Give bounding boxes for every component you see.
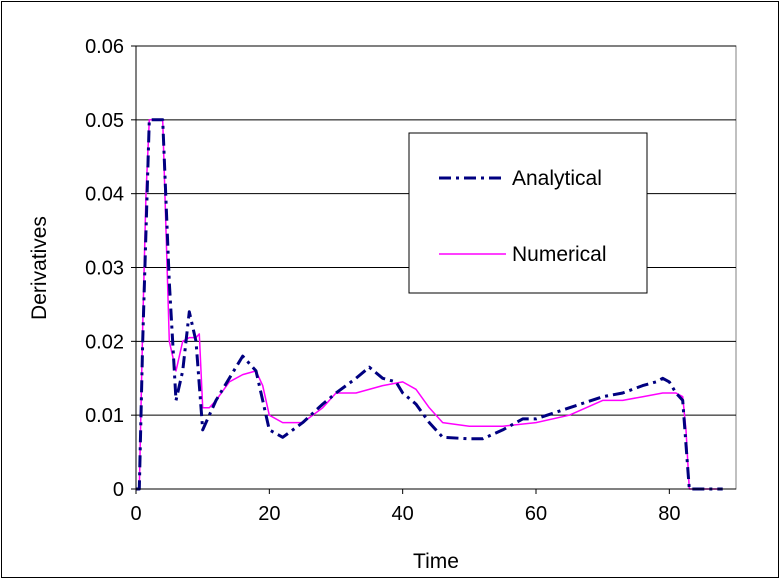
series-lines bbox=[136, 118, 723, 491]
x-tick-label: 40 bbox=[392, 503, 414, 525]
x-axis-title: Time bbox=[413, 550, 459, 573]
series-line-numerical bbox=[136, 119, 723, 490]
y-tick-label: 0.03 bbox=[85, 258, 124, 280]
y-tick-label: 0.01 bbox=[85, 405, 124, 427]
y-tick-label: 0 bbox=[113, 479, 124, 501]
x-tick-label: 0 bbox=[130, 503, 141, 525]
x-tick-label: 60 bbox=[525, 503, 547, 525]
legend-label-numerical: Numerical bbox=[512, 243, 607, 266]
legend-box bbox=[408, 132, 648, 294]
x-tick-labels: 0 20 40 60 80 bbox=[130, 503, 680, 525]
axes bbox=[131, 45, 736, 494]
y-tick-label: 0.04 bbox=[85, 184, 124, 206]
y-tick-label: 0.06 bbox=[85, 36, 124, 58]
legend-label-analytical: Analytical bbox=[512, 167, 602, 190]
y-tick-label: 0.02 bbox=[85, 331, 124, 353]
legend: Analytical Numerical bbox=[408, 132, 648, 294]
y-axis-title: Derivatives bbox=[28, 216, 51, 320]
y-tick-labels: 0 0.01 0.02 0.03 0.04 0.05 0.06 bbox=[85, 36, 124, 501]
x-tick-label: 20 bbox=[258, 503, 280, 525]
y-tick-label: 0.05 bbox=[85, 110, 124, 132]
series-line-analytical bbox=[136, 118, 723, 491]
x-tick-label: 80 bbox=[658, 503, 680, 525]
